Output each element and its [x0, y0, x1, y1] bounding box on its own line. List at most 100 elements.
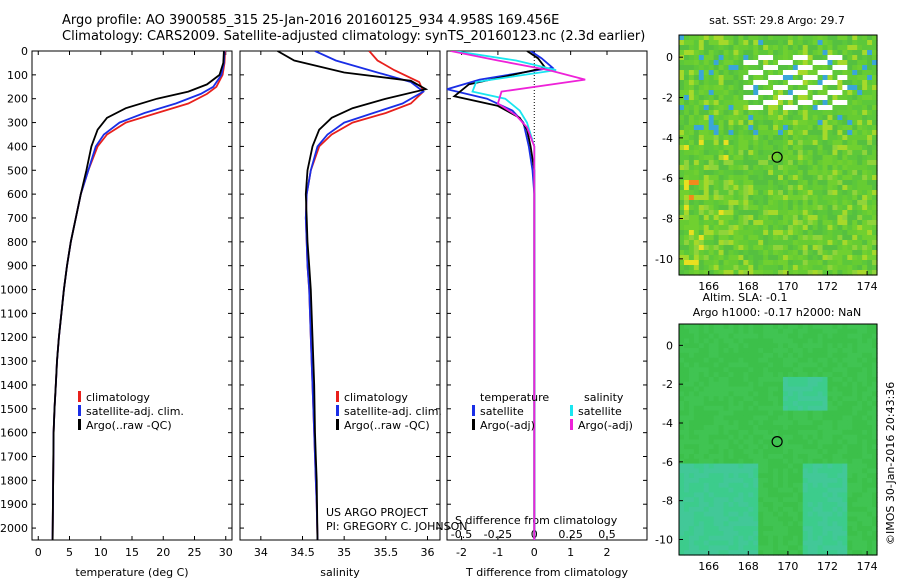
- x-tick-label: -1: [492, 546, 503, 559]
- temperature-panel: 0100200300400500600700800900100011001200…: [0, 45, 233, 579]
- x-axis-label: T difference from climatology: [465, 566, 628, 579]
- map-x-tick-label: 166: [698, 560, 719, 573]
- y-tick-label: 2000: [0, 522, 28, 535]
- x-tick-label: 34.5: [290, 546, 315, 559]
- map-y-tick-label: -4: [662, 417, 673, 430]
- sla-map-title-2: Argo h1000: -0.17 h2000: NaN: [693, 306, 862, 319]
- project-line-1: US ARGO PROJECT: [326, 506, 428, 519]
- y-tick-label: 1900: [0, 498, 28, 511]
- y-tick-label: 1000: [0, 284, 28, 297]
- x-axis-label: salinity: [320, 566, 360, 579]
- x-tick-label: 20: [156, 546, 170, 559]
- legend-label: Argo(-adj): [578, 419, 633, 432]
- x-tick-label: 5: [66, 546, 73, 559]
- salinity-diff-tick-label: 0.25: [558, 528, 583, 541]
- legend-label: satellite: [578, 405, 622, 418]
- legend-swatch: [336, 405, 339, 416]
- x-tick-label: 1: [567, 546, 574, 559]
- legend-swatch: [570, 405, 573, 416]
- y-tick-label: 1600: [0, 427, 28, 440]
- legend-swatch: [336, 419, 339, 430]
- x-axis-label: temperature (deg C): [75, 566, 188, 579]
- x-tick-label: 34: [254, 546, 268, 559]
- map-y-tick-label: -2: [662, 92, 673, 105]
- x-tick-label: -2: [456, 546, 467, 559]
- salinity-diff-axis-label: S difference from climatology: [455, 514, 618, 527]
- map-frame: [678, 323, 878, 556]
- legend-title: salinity: [584, 391, 624, 404]
- map-y-tick-label: -8: [662, 495, 673, 508]
- legend-label: Argo(-adj): [480, 419, 535, 432]
- x-tick-label: 30: [219, 546, 233, 559]
- y-tick-label: 800: [7, 236, 28, 249]
- map-x-tick-label: 174: [857, 280, 878, 293]
- legend-swatch: [78, 405, 81, 416]
- plot-frame: [31, 50, 233, 541]
- salinity-panel: 34 34.5 35 35.5 36 salinity climatologysatelli…: [239, 50, 442, 579]
- series-line-argo-raw-qc-: [277, 51, 429, 540]
- map-y-tick-label: -10: [655, 533, 673, 546]
- legend-label: satellite: [480, 405, 524, 418]
- argo-location-marker: [771, 151, 783, 163]
- y-tick-label: 1800: [0, 474, 28, 487]
- y-tick-label: 300: [7, 117, 28, 130]
- x-tick-label: 0: [35, 546, 42, 559]
- argo-location-marker: [771, 435, 783, 448]
- sst-map-title: sat. SST: 29.8 Argo: 29.7: [709, 14, 845, 27]
- map-y-tick-label: 0: [666, 339, 673, 352]
- y-tick-label: 600: [7, 188, 28, 201]
- sla-map-panel: 166 168 170 172 174 0 -2 -4 -6 -8 -10: [655, 323, 878, 573]
- y-tick-label: 1400: [0, 379, 28, 392]
- y-tick-label: 100: [7, 69, 28, 82]
- sst-map-panel: 166 168 170 172 174 0 -2 -4 -6 -8 -10: [655, 34, 878, 293]
- map-x-tick-label: 168: [738, 280, 759, 293]
- legend-label: Argo(..raw -QC): [86, 419, 172, 432]
- map-frame: [678, 34, 878, 276]
- plot-frame: [239, 50, 441, 541]
- map-y-tick-label: -8: [662, 213, 673, 226]
- project-line-2: PI: GREGORY C. JOHNSON: [326, 520, 467, 533]
- series-line-satellite: [454, 51, 557, 540]
- y-tick-label: 1500: [0, 403, 28, 416]
- sla-heatmap-cells: [679, 324, 878, 556]
- series-line-satellite-adj-clim-: [304, 51, 425, 540]
- series-line-climatology: [51, 51, 226, 540]
- y-tick-label: 0: [21, 45, 28, 58]
- x-tick-label: 35.5: [374, 546, 399, 559]
- difference-panel: -2 -1 0 1 2 T difference from climatology -0.5…: [446, 50, 648, 579]
- series-line-satellite-adj-clim-: [51, 51, 226, 540]
- map-x-tick-label: 168: [738, 560, 759, 573]
- y-tick-label: 700: [7, 212, 28, 225]
- salinity-diff-tick-label: -0.5: [451, 528, 472, 541]
- legend-swatch: [336, 391, 339, 402]
- sst-heatmap-cells: [679, 35, 878, 276]
- map-x-tick-label: 170: [777, 280, 798, 293]
- map-x-tick-label: 172: [817, 560, 838, 573]
- x-tick-label: 36: [421, 546, 435, 559]
- legend-swatch: [472, 405, 475, 416]
- salinity-diff-tick-label: 0.5: [598, 528, 616, 541]
- climatology-subtitle: Climatology: CARS2009. Satellite-adjuste…: [62, 29, 646, 44]
- series-line-argo-raw-qc-: [51, 51, 225, 540]
- salinity-diff-tick-label: -0.25: [484, 528, 512, 541]
- plot-frame: [446, 50, 648, 541]
- legend-swatch: [78, 419, 81, 430]
- map-x-tick-label: 166: [698, 280, 719, 293]
- x-tick-label: 10: [94, 546, 108, 559]
- y-tick-label: 500: [7, 164, 28, 177]
- map-x-tick-label: 174: [857, 560, 878, 573]
- legend-label: Argo(..raw -QC): [344, 419, 430, 432]
- map-y-tick-label: -2: [662, 378, 673, 391]
- x-tick-label: 35: [337, 546, 351, 559]
- y-tick-label: 900: [7, 260, 28, 273]
- legend-label: climatology: [86, 391, 150, 404]
- map-y-tick-label: -4: [662, 132, 673, 145]
- y-tick-label: 1100: [0, 307, 28, 320]
- legend-swatch: [78, 391, 81, 402]
- sla-map-title-1: Altim. SLA: -0.1: [702, 291, 787, 304]
- x-tick-label: 25: [188, 546, 202, 559]
- series-line-argo-adj-: [452, 51, 547, 540]
- imos-credit: ©IMOS 30-Jan-2016 20:43:36: [884, 382, 897, 545]
- series-line-climatology: [304, 51, 425, 540]
